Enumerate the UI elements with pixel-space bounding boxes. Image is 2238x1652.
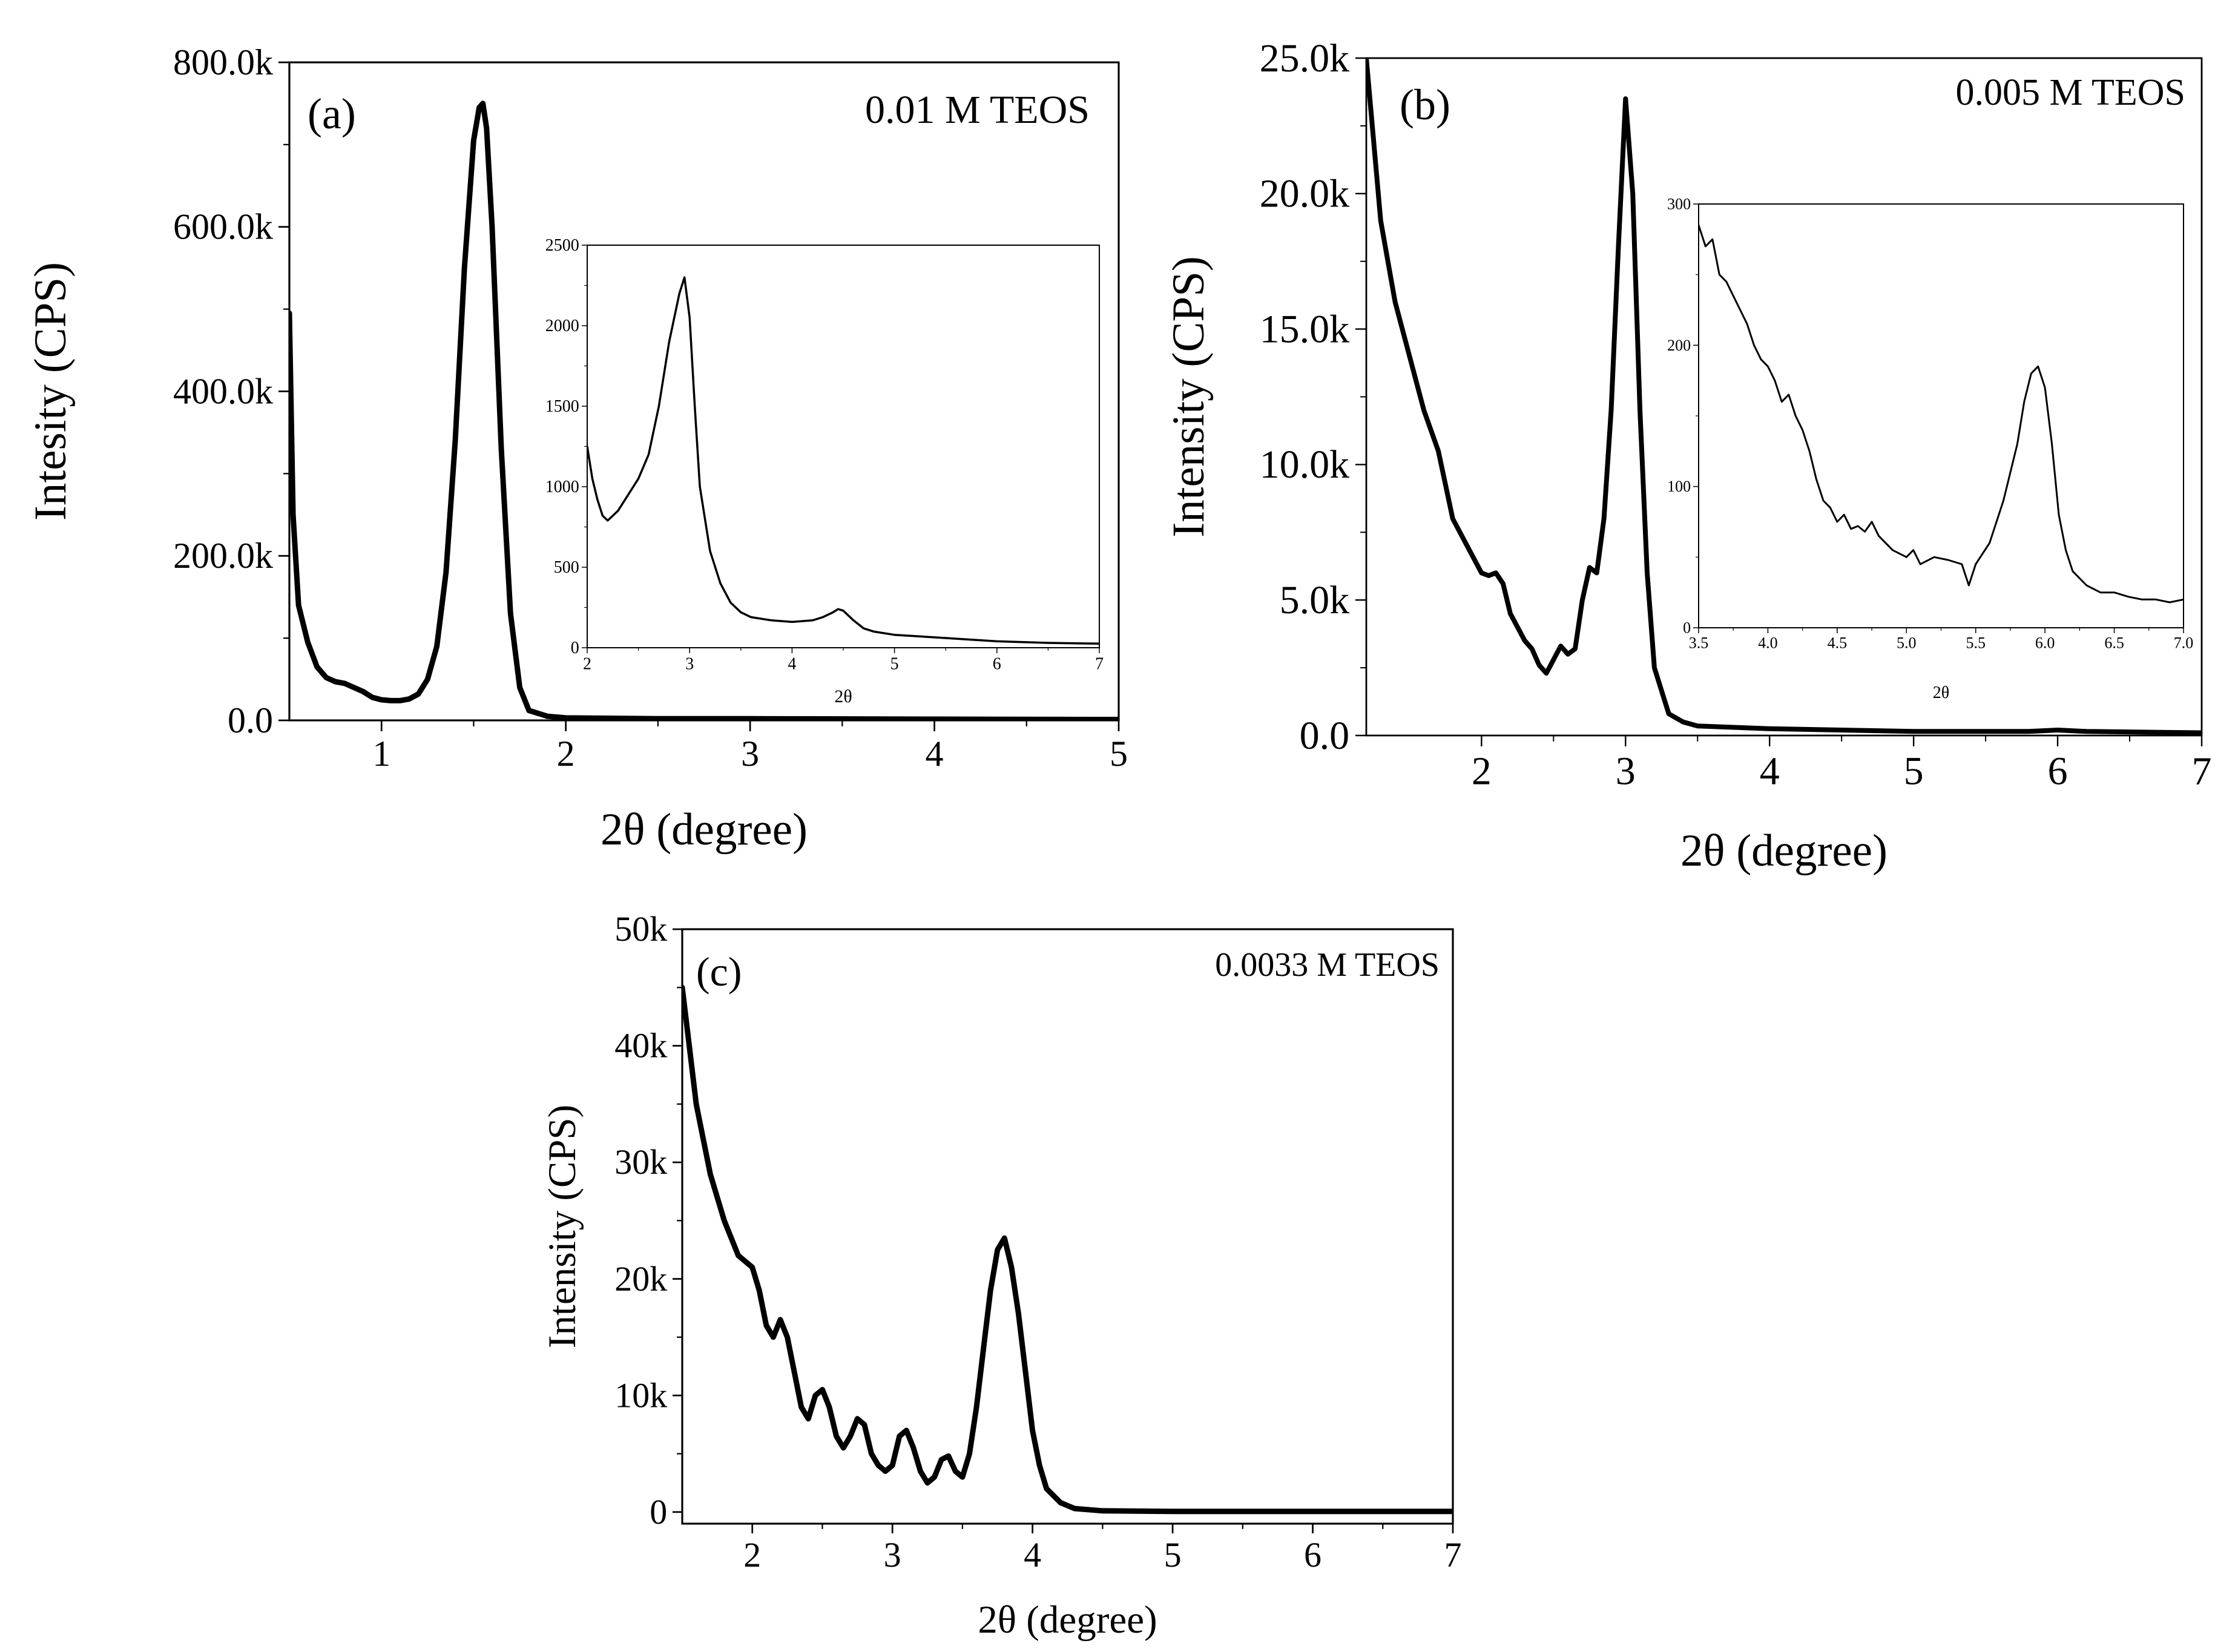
panel-c-x-tick-label: 2 (743, 1535, 761, 1575)
panel-a-y-tick-label: 800.0k (173, 42, 273, 82)
inset-a-x-tick-label: 4 (788, 655, 796, 674)
inset-a-y-tick-label: 500 (554, 558, 579, 577)
panel-c-x-tick-label: 7 (1444, 1535, 1462, 1575)
panel-c-x-tick-label: 3 (884, 1535, 901, 1575)
panel-b-y-tick-label: 25.0k (1260, 36, 1350, 81)
chart-panel-b: 2 3 4 5 6 7 0.0 5.0k 10.0k 15.0k 20.0k 25.0k 2θ (deg… (1163, 36, 2212, 876)
panel-b-x-tick-label: 7 (2192, 749, 2212, 794)
panel-c-y-tick-label: 20k (614, 1259, 667, 1298)
inset-a-x-tick-label: 6 (993, 655, 1001, 674)
inset-b-x-tick-label: 5.0 (1897, 634, 1917, 652)
sample-annotation: 0.0033 M TEOS (1215, 946, 1440, 984)
inset-x-axis-title: 2θ (834, 686, 852, 706)
inset-b-series-line (1699, 224, 2184, 604)
panel-b-y-tick-label: 5.0k (1280, 578, 1350, 622)
panel-a-x-tick-label: 2 (557, 734, 575, 774)
panel-a-x-tick-label: 1 (372, 734, 390, 774)
inset-b-x-tick-label: 3.5 (1689, 634, 1709, 652)
panel-c-y-tick-label: 40k (614, 1026, 667, 1065)
panel-a-x-tick-label: 5 (1110, 734, 1128, 774)
panel-a-y-tick-label: 600.0k (173, 207, 273, 247)
inset-b-y-tick-label: 100 (1667, 478, 1691, 495)
inset-b-y-tick-label: 300 (1667, 196, 1691, 213)
panel-b-x-tick-label: 6 (2048, 749, 2068, 794)
y-axis-title: Intesity (CPS) (25, 262, 76, 521)
chart-panel-c: 2 3 4 5 6 7 0 10k 20k 30k 40k 50k 2θ (degree) Intensi… (541, 909, 1462, 1642)
panel-b-x-tick-label: 5 (1904, 749, 1924, 794)
inset-background (587, 245, 1099, 648)
panel-b-y-tick-label: 15.0k (1260, 307, 1350, 351)
inset-b-x-tick-label: 7.0 (2174, 634, 2194, 652)
panel-c-y-tick-label: 0 (650, 1492, 667, 1532)
inset-b-y-tick-label: 0 (1683, 619, 1691, 637)
panel-c-x-tick-label: 6 (1304, 1535, 1321, 1575)
inset-a-x-tick-label: 5 (890, 655, 899, 674)
inset-a-x-tick-label: 3 (685, 655, 694, 674)
panel-c-x-tick-label: 4 (1024, 1535, 1041, 1575)
inset-b-y-tick-label: 200 (1667, 337, 1691, 354)
inset-a-y-tick-label: 2500 (545, 236, 579, 255)
inset-x-axis-title: 2θ (1933, 683, 1949, 702)
inset-b: 3.5 4.0 4.5 5.0 5.5 6.0 6.5 7.0 0 100 200 300 2θ (1667, 196, 2193, 702)
panel-a-y-tick-label: 0.0 (228, 700, 273, 740)
panel-b-y-tick-label: 10.0k (1260, 443, 1350, 487)
panel-b-x-tick-label: 2 (1472, 749, 1492, 794)
chart-panel-a: 1 2 3 4 5 0.0 200.0k 400.0k 600.0k 800.0k 2θ (degr… (25, 42, 1128, 855)
panel-b-series-line (1366, 58, 2202, 736)
panel-b-y-tick-label: 20.0k (1260, 172, 1350, 216)
inset-b-x-tick-label: 6.5 (2104, 634, 2124, 652)
inset-a-y-tick-label: 1500 (545, 397, 579, 416)
sample-annotation: 0.01 M TEOS (865, 88, 1090, 132)
inset-b-x-tick-label: 5.5 (1966, 634, 1986, 652)
panel-c-series-line (682, 984, 1453, 1515)
panel-a-series-line (289, 100, 1119, 720)
inset-a-series-line (587, 276, 1099, 645)
inset-b-x-tick-label: 4.0 (1758, 634, 1778, 652)
inset-a: 2 3 4 5 6 7 0 500 1000 1500 2000 2500 2θ (545, 236, 1104, 706)
panel-a-y-tick-label: 200.0k (173, 536, 273, 576)
inset-a-x-tick-label: 2 (583, 655, 591, 674)
panel-c-y-tick-label: 10k (614, 1375, 667, 1415)
panel-c-y-tick-label: 30k (614, 1142, 667, 1182)
panel-a-x-tick-label: 4 (926, 734, 944, 774)
panel-b-x-tick-label: 4 (1760, 749, 1780, 794)
inset-a-y-tick-label: 0 (571, 639, 579, 657)
panel-a-y-tick-label: 400.0k (173, 371, 273, 411)
inset-background (1699, 204, 2184, 628)
panel-c-frame (681, 928, 1454, 1525)
panel-label: (a) (308, 90, 356, 138)
x-axis-title: 2θ (degree) (601, 805, 808, 855)
inset-b-x-tick-label: 6.0 (2035, 634, 2055, 652)
panel-label: (c) (696, 949, 742, 995)
panel-a-x-tick-label: 3 (741, 734, 759, 774)
panel-c-x-tick-label: 5 (1164, 1535, 1182, 1575)
y-axis-title: Intensity (CPS) (1163, 256, 1214, 538)
x-axis-title: 2θ (degree) (1680, 826, 1887, 876)
y-axis-title: Intensity (CPS) (541, 1105, 584, 1349)
x-axis-title: 2θ (degree) (978, 1598, 1157, 1642)
panel-label: (b) (1400, 81, 1450, 129)
panel-b-x-tick-label: 3 (1616, 749, 1636, 794)
inset-b-x-tick-label: 4.5 (1828, 634, 1848, 652)
panel-c-y-tick-label: 50k (614, 909, 667, 949)
inset-a-y-tick-label: 1000 (545, 478, 579, 496)
inset-a-x-tick-label: 7 (1095, 655, 1104, 674)
sample-annotation: 0.005 M TEOS (1955, 72, 2185, 113)
inset-a-y-tick-label: 2000 (545, 317, 579, 335)
panel-b-y-tick-label: 0.0 (1300, 714, 1350, 758)
